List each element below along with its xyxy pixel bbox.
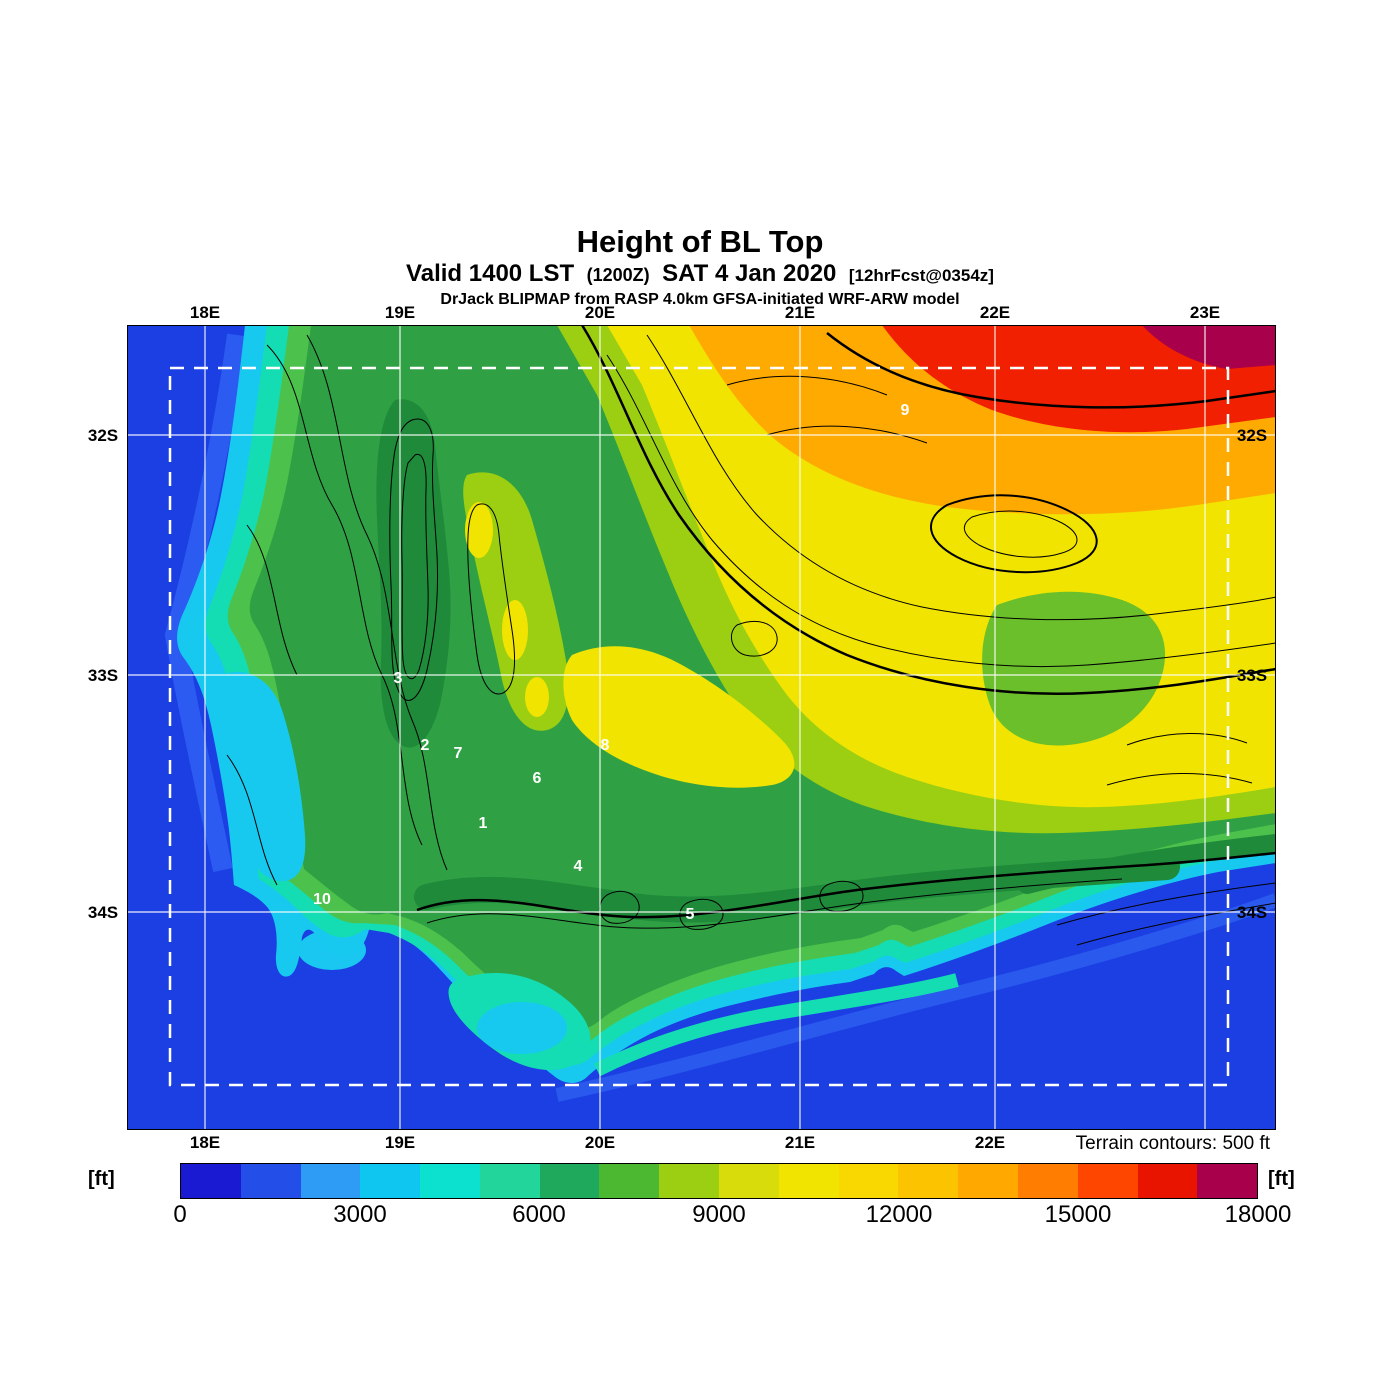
region-maroon: [1142, 325, 1276, 369]
terrain-note: Terrain contours: 500 ft: [1075, 1133, 1270, 1154]
colorbar-segment: [181, 1164, 241, 1198]
southcoast-teal-band: [593, 973, 959, 1077]
site-label: 9: [901, 402, 910, 419]
zulu-time: (1200Z): [586, 265, 650, 285]
colorbar-segment: [958, 1164, 1018, 1198]
page-title: Height of BL Top: [576, 224, 824, 259]
colorbar-unit-left: [ft]: [88, 1168, 115, 1190]
colorbar-segment: [479, 1164, 540, 1198]
lat-label-right: 34S: [1236, 903, 1268, 922]
lat-label-left: 33S: [87, 666, 119, 685]
colorbar-segment: [1077, 1164, 1138, 1198]
model-attribution: DrJack BLIPMAP from RASP 4.0km GFSA-init…: [440, 291, 960, 308]
colorbar-tick: 15000: [1044, 1201, 1112, 1228]
colorbar-segment: [719, 1164, 779, 1198]
site-labels: 9 3 2 7 8 6 1 4 5 10: [313, 402, 909, 923]
colorbar-tick: 18000: [1224, 1201, 1292, 1228]
site-label: 5: [686, 906, 695, 923]
colorbar-tick: 9000: [692, 1201, 746, 1228]
forecast-cycle: [12hrFcst@0354z]: [848, 266, 994, 285]
map-frame: [127, 325, 1276, 1130]
valid-time: Valid 1400 LST: [406, 260, 575, 287]
colorbar-segment: [659, 1164, 720, 1198]
colorbar-segment: [1137, 1164, 1198, 1198]
site-label: 8: [601, 737, 610, 754]
colorbar-segment: [1017, 1164, 1078, 1198]
lon-label-bottom: 20E: [584, 1133, 616, 1152]
colorbar-segment: [778, 1164, 839, 1198]
ridge-crest-yellow: [525, 677, 549, 717]
graticule: [127, 325, 1276, 1130]
karoo-green-island: [982, 591, 1166, 746]
terrain-contour-lines: [226, 324, 1277, 946]
lon-label-top: 18E: [189, 303, 221, 322]
colorbar-segment: [539, 1164, 600, 1198]
colorbar-segment: [1197, 1164, 1258, 1198]
cederberg-darkgreen: [376, 399, 451, 748]
site-label: 4: [574, 858, 583, 875]
colorbar-segment: [300, 1164, 361, 1198]
lon-label-top: 21E: [784, 303, 816, 322]
valid-date: SAT 4 Jan 2020: [662, 260, 837, 287]
site-label: 10: [313, 891, 331, 908]
agulhas-cyan: [477, 1002, 567, 1054]
lon-label-top: 23E: [1189, 303, 1221, 322]
site-label: 6: [533, 770, 542, 787]
lon-label-bottom: 18E: [189, 1133, 221, 1152]
lon-label-top: 20E: [584, 303, 616, 322]
forecast-map: 9 3 2 7 8 6 1 4 5 10: [127, 324, 1285, 1130]
colorbar-tick: 3000: [333, 1201, 387, 1228]
lon-label-top: 22E: [979, 303, 1011, 322]
valley-yellow-tongue: [563, 646, 795, 788]
site-label: 7: [454, 745, 463, 762]
lat-label-left: 32S: [87, 426, 119, 445]
colorbar: [180, 1163, 1258, 1199]
colorbar-segment: [898, 1164, 959, 1198]
lat-label-right: 33S: [1236, 666, 1268, 685]
lat-label-right: 32S: [1236, 426, 1268, 445]
model-domain-box: [168, 366, 1230, 1087]
site-label: 2: [421, 737, 430, 754]
colorbar-tick: 0: [173, 1201, 187, 1228]
colorbar-segment: [360, 1164, 421, 1198]
outeniqua-darkgreen: [1018, 834, 1285, 894]
ridge-crest-yellow: [502, 600, 528, 660]
colorbar-tick: 12000: [865, 1201, 933, 1228]
lon-label-bottom: 22E: [974, 1133, 1006, 1152]
lon-label-bottom: 19E: [384, 1133, 416, 1152]
lon-label-top: 19E: [384, 303, 416, 322]
landmass: [177, 325, 1285, 1083]
ridge-crest-yellow: [465, 502, 493, 558]
colorbar-tick: 6000: [512, 1201, 566, 1228]
colorbar-segment: [420, 1164, 480, 1198]
lat-label-left: 34S: [87, 903, 119, 922]
valid-time-line: Valid 1400 LST (1200Z) SAT 4 Jan 2020 [1…: [0, 260, 1400, 288]
site-label: 1: [479, 815, 488, 832]
swartland-cyan: [216, 671, 306, 882]
lon-label-bottom: 21E: [784, 1133, 816, 1152]
site-label: 3: [394, 670, 403, 687]
map-svg: 9 3 2 7 8 6 1 4 5 10: [127, 324, 1285, 1130]
colorbar-segment: [599, 1164, 660, 1198]
colorbar-segment: [240, 1164, 301, 1198]
colorbar-unit-right: [ft]: [1268, 1168, 1295, 1190]
colorbar-segment: [838, 1164, 899, 1198]
